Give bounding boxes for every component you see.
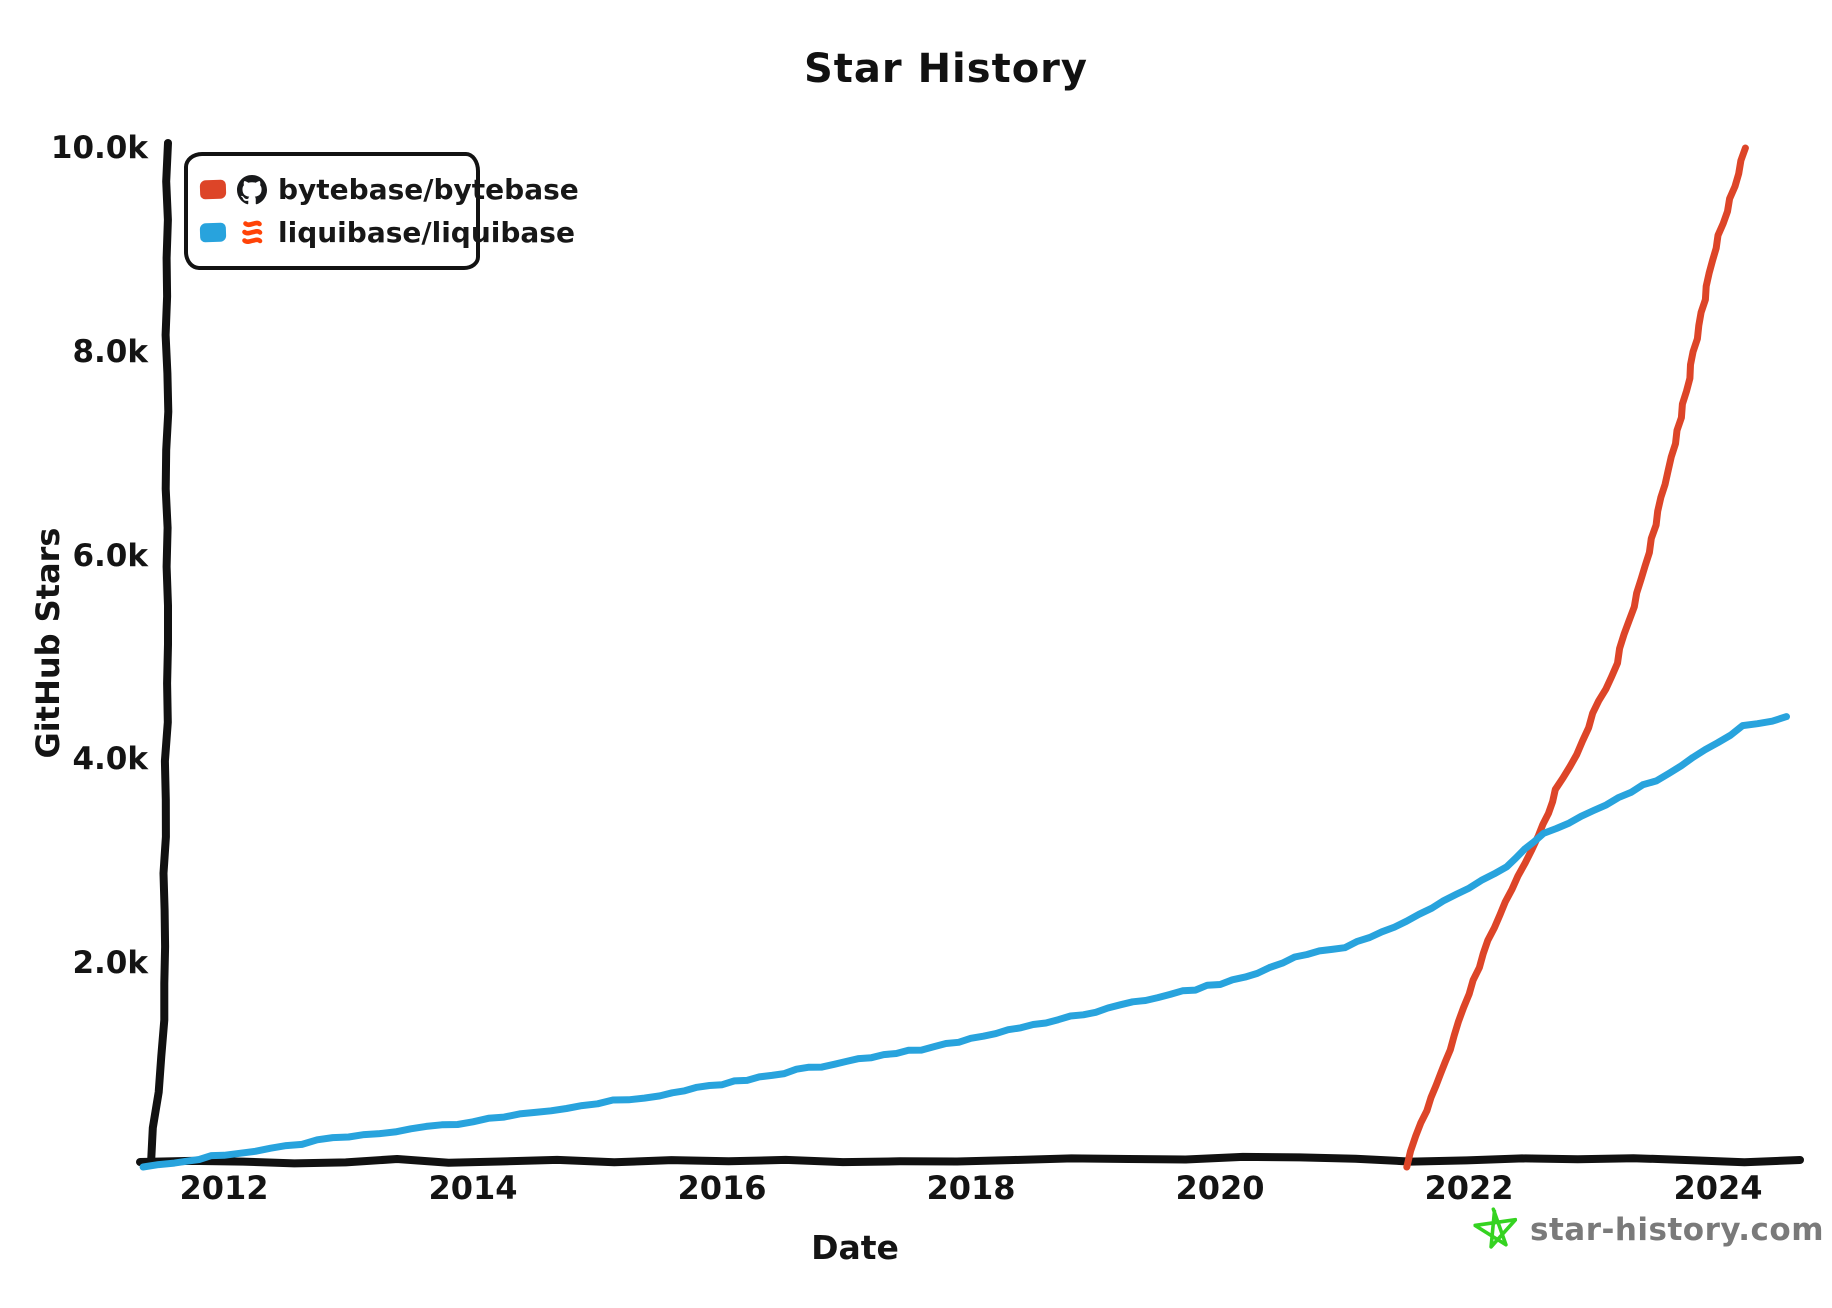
y-tick-label: 8.0k <box>72 333 148 370</box>
legend-label-liquibase: liquibase/liquibase <box>278 216 575 249</box>
series-line-bytebase <box>1403 144 1749 1171</box>
x-axis-line <box>136 1152 1804 1168</box>
x-tick-label: 2018 <box>926 1169 1016 1207</box>
legend-label-bytebase: bytebase/bytebase <box>278 173 579 206</box>
y-tick-label: 4.0k <box>72 741 148 778</box>
watermark-link[interactable]: star-history.com <box>1473 1206 1825 1254</box>
github-octocat-icon <box>237 174 267 205</box>
x-tick-label: 2014 <box>428 1169 518 1207</box>
y-axis-title: GitHub Stars <box>29 527 67 759</box>
x-tick-label: 2024 <box>1673 1169 1763 1207</box>
y-tick-label: 10.0k <box>50 130 148 166</box>
green-star-icon <box>1473 1206 1518 1254</box>
watermark-text: star-history.com <box>1530 1212 1825 1248</box>
legend-item-bytebase[interactable]: bytebase/bytebase <box>199 173 579 206</box>
series-line-liquibase <box>139 713 1790 1171</box>
bytebase-color-swatch <box>199 179 227 200</box>
chart-title: Star History <box>804 46 1088 92</box>
y-tick-label: 6.0k <box>72 537 148 574</box>
x-tick-label: 2020 <box>1175 1169 1265 1207</box>
x-axis-title: Date <box>811 1228 899 1267</box>
liquibase-color-swatch <box>199 222 227 243</box>
y-tick-label: 2.0k <box>72 945 148 982</box>
y-axis-line <box>147 139 173 1168</box>
x-tick-label: 2022 <box>1424 1169 1514 1207</box>
liquibase-logo-icon <box>237 218 267 248</box>
legend-item-liquibase[interactable]: liquibase/liquibase <box>199 216 575 249</box>
x-tick-label: 2012 <box>179 1169 269 1207</box>
legend-box: bytebase/bytebase liquibase/liquibase <box>184 152 579 270</box>
x-tick-label: 2016 <box>677 1169 767 1207</box>
